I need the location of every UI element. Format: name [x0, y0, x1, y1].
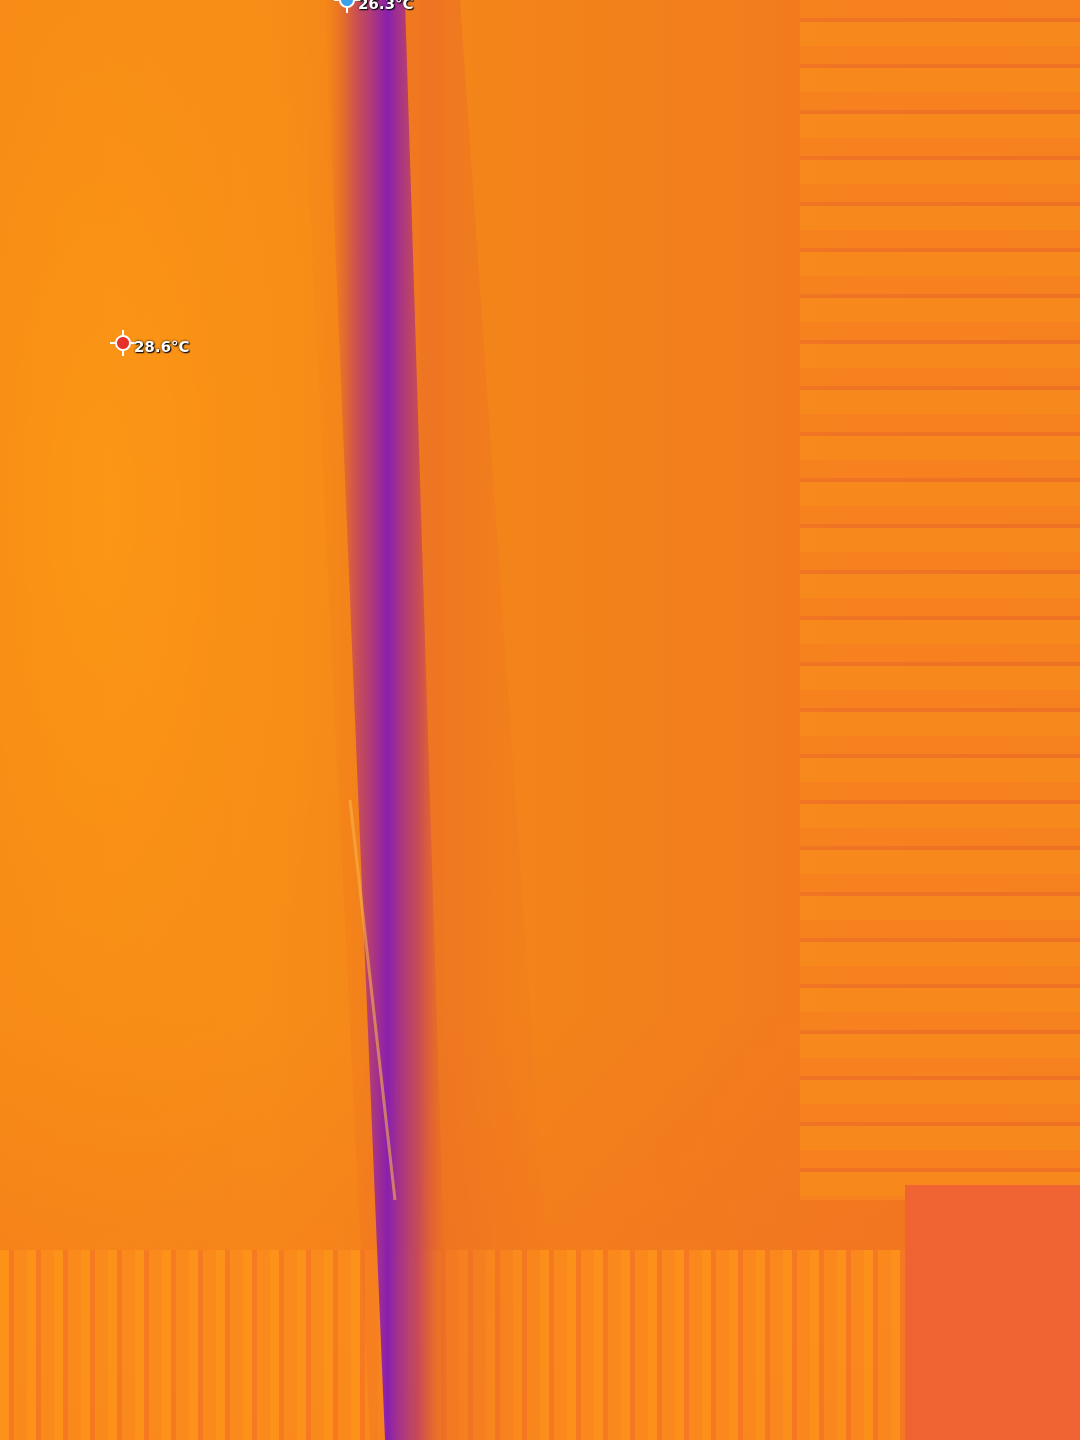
warm-field-region [0, 0, 340, 1260]
cold-spot-reticle-icon [334, 0, 360, 13]
cold-strip-core [325, 0, 450, 1440]
fence-line [348, 799, 397, 1201]
right-edge-streaks [800, 0, 1080, 1200]
max-temperature-label: 28.6°C [134, 338, 190, 356]
hot-spot-reticle-icon [110, 330, 136, 356]
bottom-right-region [905, 1185, 1080, 1440]
bottom-edge-streaks [0, 1250, 905, 1440]
min-temperature-label: 26.3°C [358, 0, 414, 13]
